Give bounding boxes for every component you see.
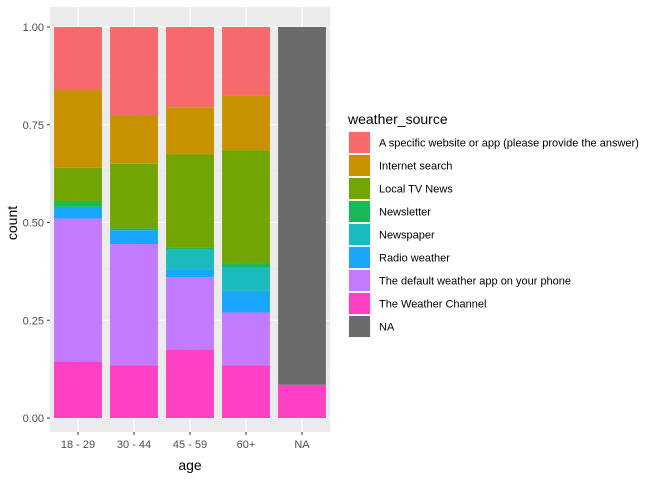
- bar-segment: [110, 114, 158, 164]
- bar-segment: [54, 27, 102, 90]
- bar-segment: [222, 27, 270, 96]
- x-tick-label: 30 - 44: [117, 439, 151, 451]
- bar-segment: [110, 230, 158, 245]
- y-axis: 0.00 0.25 0.50 0.75 1.00: [23, 22, 50, 425]
- bar-segment: [166, 107, 214, 155]
- bar-segment: [222, 267, 270, 291]
- legend-label: Radio weather: [379, 253, 450, 265]
- bar-segment: [222, 95, 270, 151]
- bar-segment: [222, 365, 270, 418]
- bar-segment: [166, 269, 214, 278]
- bar-segment: [166, 349, 214, 418]
- bar-segment: [166, 249, 214, 270]
- bar-segment: [110, 365, 158, 418]
- legend-label: Local TV News: [379, 184, 453, 196]
- x-tick-label: 45 - 59: [173, 439, 207, 451]
- legend-swatch: [349, 178, 370, 199]
- legend-title: weather_source: [347, 111, 448, 127]
- legend: weather_source A specific website or app…: [347, 111, 639, 338]
- bar-segment: [54, 361, 102, 418]
- bar-segment: [54, 218, 102, 362]
- legend-swatch: [349, 270, 370, 291]
- x-tick-label: NA: [294, 439, 310, 451]
- bar-segment: [166, 154, 214, 248]
- bar-segment: [222, 150, 270, 264]
- legend-swatch: [349, 132, 370, 153]
- legend-label: Internet search: [379, 161, 452, 173]
- legend-swatch: [349, 247, 370, 268]
- bar-segment: [110, 163, 158, 229]
- bar-segment: [54, 206, 102, 219]
- legend-label: Newsletter: [379, 207, 431, 219]
- bar-segment: [222, 263, 270, 268]
- bar-segment: [54, 200, 102, 207]
- x-tick-label: 60+: [237, 439, 256, 451]
- y-tick-label: 0.50: [23, 218, 44, 230]
- y-axis-title: count: [4, 206, 20, 240]
- legend-label: The default weather app on your phone: [379, 276, 571, 288]
- x-tick-label: 18 - 29: [61, 439, 95, 451]
- legend-swatch: [349, 293, 370, 314]
- bar-segment: [166, 247, 214, 250]
- y-tick-label: 0.75: [23, 120, 44, 132]
- bar-segment: [166, 27, 214, 108]
- legend-label: The Weather Channel: [379, 299, 486, 311]
- legend-swatch: [349, 224, 370, 245]
- y-tick-label: 0.00: [23, 413, 44, 425]
- bar-segment: [278, 384, 326, 418]
- y-tick-label: 1.00: [23, 22, 44, 34]
- x-axis-title: age: [178, 457, 202, 473]
- bar-segment: [110, 244, 158, 366]
- bar-segment: [222, 290, 270, 313]
- bar-segment: [110, 228, 158, 231]
- bar-segment: [54, 89, 102, 168]
- legend-label: NA: [379, 322, 395, 334]
- legend-swatch: [349, 201, 370, 222]
- bar-segment: [110, 27, 158, 115]
- bar-segment: [278, 27, 326, 385]
- legend-label: A specific website or app (please provid…: [379, 138, 639, 150]
- bar-segment: [166, 277, 214, 350]
- bar-segment: [54, 167, 102, 201]
- legend-label: Newspaper: [379, 230, 435, 242]
- legend-swatch: [349, 155, 370, 176]
- y-tick-label: 0.25: [23, 315, 44, 327]
- x-axis: 18 - 29 30 - 44 45 - 59 60+ NA: [61, 432, 310, 451]
- legend-swatch: [349, 316, 370, 337]
- bar-stacks: [54, 27, 326, 418]
- bar-segment: [222, 312, 270, 366]
